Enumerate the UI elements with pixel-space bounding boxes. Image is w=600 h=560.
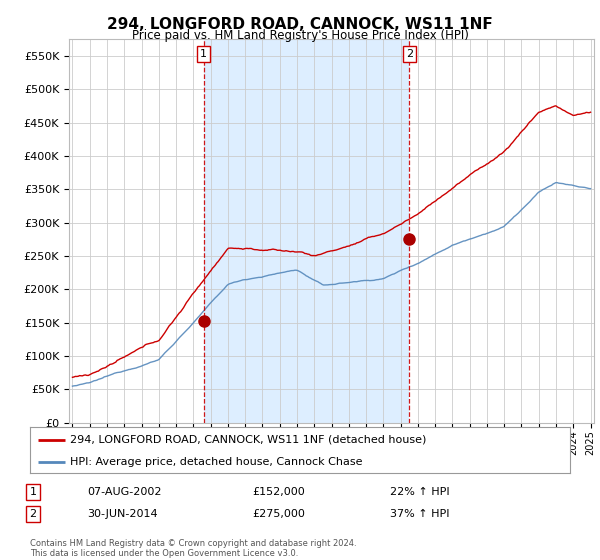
Text: 22% ↑ HPI: 22% ↑ HPI bbox=[390, 487, 449, 497]
Text: 07-AUG-2002: 07-AUG-2002 bbox=[87, 487, 161, 497]
Text: Contains HM Land Registry data © Crown copyright and database right 2024.
This d: Contains HM Land Registry data © Crown c… bbox=[30, 539, 356, 558]
Text: £152,000: £152,000 bbox=[252, 487, 305, 497]
Text: 1: 1 bbox=[29, 487, 37, 497]
Text: Price paid vs. HM Land Registry's House Price Index (HPI): Price paid vs. HM Land Registry's House … bbox=[131, 29, 469, 42]
Text: 2: 2 bbox=[29, 509, 37, 519]
Text: HPI: Average price, detached house, Cannock Chase: HPI: Average price, detached house, Cann… bbox=[71, 457, 363, 466]
Text: 294, LONGFORD ROAD, CANNOCK, WS11 1NF: 294, LONGFORD ROAD, CANNOCK, WS11 1NF bbox=[107, 17, 493, 32]
Text: 294, LONGFORD ROAD, CANNOCK, WS11 1NF (detached house): 294, LONGFORD ROAD, CANNOCK, WS11 1NF (d… bbox=[71, 435, 427, 445]
Text: 2: 2 bbox=[406, 49, 413, 59]
Text: 1: 1 bbox=[200, 49, 207, 59]
Text: 37% ↑ HPI: 37% ↑ HPI bbox=[390, 509, 449, 519]
Text: £275,000: £275,000 bbox=[252, 509, 305, 519]
Text: 30-JUN-2014: 30-JUN-2014 bbox=[87, 509, 158, 519]
Bar bbox=[204, 39, 409, 423]
